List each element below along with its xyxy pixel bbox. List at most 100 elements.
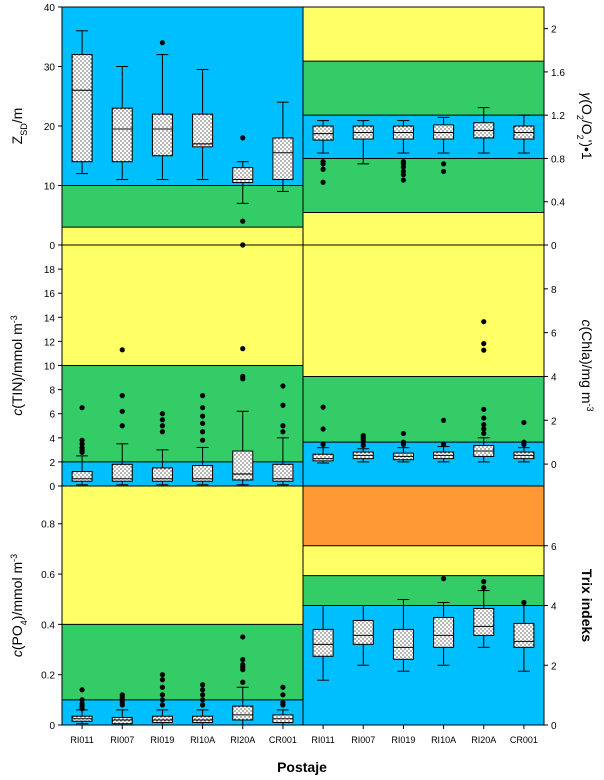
outlier-point bbox=[280, 684, 286, 690]
band-orange bbox=[303, 486, 544, 546]
outlier-point bbox=[79, 441, 85, 447]
outlier-point bbox=[240, 346, 246, 352]
box-iqr bbox=[151, 113, 173, 157]
y-tick-label: 1.2 bbox=[551, 111, 565, 122]
y-axis-title: c(Chla)/mg m-3 bbox=[579, 319, 595, 411]
y-tick-label: 4 bbox=[49, 434, 55, 445]
y-tick-label: 0.6 bbox=[41, 570, 55, 581]
band-yellow bbox=[303, 7, 544, 62]
outlier-point bbox=[521, 419, 527, 426]
outlier-point bbox=[119, 692, 125, 698]
band-green bbox=[62, 365, 303, 462]
y-tick-label: 10 bbox=[44, 362, 56, 373]
box-iqr bbox=[192, 715, 214, 723]
y-axis-title: c(TIN)/mmol m-3 bbox=[9, 315, 25, 416]
outlier-point bbox=[440, 417, 447, 423]
y-tick-label: 0 bbox=[551, 241, 557, 252]
outlier-point bbox=[79, 437, 85, 443]
x-tick-label: RI011 bbox=[311, 735, 334, 745]
y-tick-label: 6 bbox=[551, 329, 557, 340]
box-trix-CR001 bbox=[513, 599, 535, 672]
box-iqr bbox=[433, 124, 455, 140]
outlier-point bbox=[159, 684, 166, 690]
box-iqr bbox=[151, 715, 173, 723]
band-green bbox=[303, 61, 544, 116]
box-chla-RI019 bbox=[392, 430, 414, 463]
box-iqr bbox=[111, 463, 133, 482]
y-tick-label: 0.4 bbox=[41, 620, 55, 631]
outlier-point bbox=[481, 340, 487, 347]
box-iqr bbox=[232, 167, 254, 184]
outlier-point bbox=[320, 404, 326, 410]
y-tick-label: 2 bbox=[551, 416, 557, 427]
box-iqr bbox=[232, 705, 254, 721]
y-tick-label: 20 bbox=[44, 122, 56, 133]
x-tick-labels: RI011 RI007 RI019 RI10A RI20A CR001 RI011 RI007… bbox=[70, 735, 538, 745]
band-yellow bbox=[303, 245, 544, 377]
y-tick-label: 4 bbox=[551, 602, 557, 613]
outlier-point bbox=[440, 576, 447, 582]
y-axis-title: γ(O2/O2')•1 bbox=[575, 92, 595, 160]
box-chla-RI10A bbox=[433, 417, 455, 463]
outlier-point bbox=[199, 687, 206, 693]
box-iqr bbox=[111, 107, 133, 163]
y-tick-label: 2 bbox=[49, 458, 55, 469]
box-chla-RI007 bbox=[352, 433, 374, 463]
band-green bbox=[303, 575, 544, 606]
box-iqr bbox=[312, 628, 334, 657]
outlier-point bbox=[280, 692, 286, 698]
outlier-point bbox=[159, 40, 166, 46]
y-tick-label: 10 bbox=[44, 182, 56, 193]
box-iqr bbox=[392, 628, 414, 660]
y-tick-label: 18 bbox=[44, 265, 56, 276]
box-iqr bbox=[272, 137, 294, 181]
box-iqr bbox=[433, 616, 455, 648]
box-po4-RI007 bbox=[111, 692, 133, 726]
outlier-point bbox=[119, 393, 125, 399]
box-zsd-RI20A bbox=[232, 135, 254, 248]
y-tick-label: 0 bbox=[49, 241, 55, 252]
box-iqr bbox=[312, 453, 334, 462]
band-yellow bbox=[62, 486, 303, 625]
outlier-point bbox=[280, 429, 286, 435]
box-iqr bbox=[272, 463, 294, 482]
y-tick-label: 8 bbox=[49, 386, 55, 397]
box-trix-RI20A bbox=[473, 579, 495, 648]
y-tick-label: 12 bbox=[44, 337, 56, 348]
x-axis-title: Postaje bbox=[277, 759, 327, 775]
box-chla-RI20A bbox=[473, 319, 495, 463]
outlier-point bbox=[400, 439, 407, 445]
box-iqr bbox=[473, 607, 495, 636]
box-zsd-RI011 bbox=[71, 30, 93, 175]
outlier-point bbox=[320, 166, 326, 172]
outlier-point bbox=[481, 579, 487, 585]
panel-zsd: 0 10 20 30 40 ZSD/m bbox=[9, 3, 304, 252]
box-o2-RI10A bbox=[433, 116, 455, 175]
x-tick-label: RI007 bbox=[110, 735, 134, 745]
box-po4-RI011 bbox=[71, 687, 93, 725]
box-o2-RI019 bbox=[392, 120, 414, 183]
outlier-point bbox=[159, 423, 166, 429]
box-tin-RI007 bbox=[111, 347, 133, 486]
y-tick-label: 0 bbox=[551, 460, 557, 471]
outlier-point bbox=[199, 413, 206, 419]
box-zsd-RI10A bbox=[192, 68, 214, 181]
box-iqr bbox=[312, 125, 334, 141]
outlier-point bbox=[240, 373, 246, 379]
outlier-point bbox=[199, 420, 206, 426]
box-trix-RI007 bbox=[352, 605, 374, 666]
box-iqr bbox=[192, 465, 214, 482]
band-yellow bbox=[303, 212, 544, 245]
outlier-point bbox=[240, 662, 246, 668]
outlier-point bbox=[240, 656, 246, 663]
y-axis-title: Trix indeks bbox=[579, 569, 595, 642]
outlier-point bbox=[481, 415, 487, 421]
panel-chla: 0 2 4 6 8 c(Chla)/mg m-3 bbox=[302, 244, 595, 487]
y-tick-label: 30 bbox=[44, 63, 56, 74]
box-iqr bbox=[192, 113, 214, 148]
y-tick-label: 6 bbox=[49, 410, 55, 421]
outlier-point bbox=[400, 430, 407, 437]
x-tick-label: CR001 bbox=[269, 735, 297, 745]
box-iqr bbox=[513, 622, 535, 648]
